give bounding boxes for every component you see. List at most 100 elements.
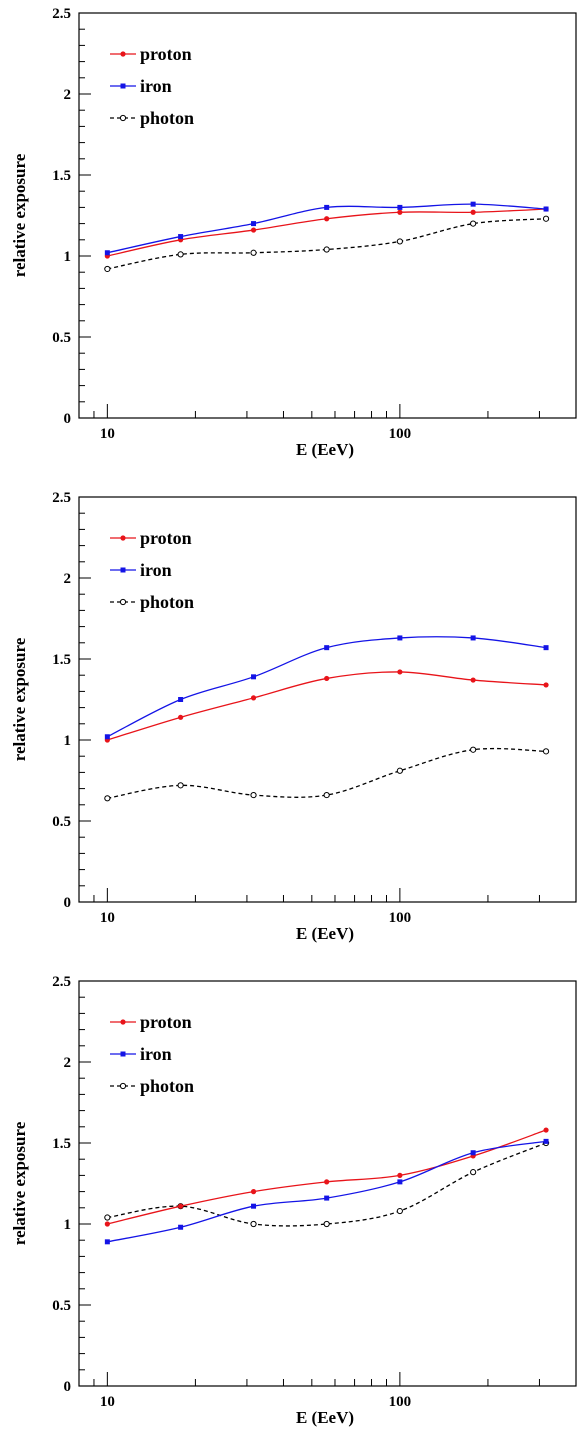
x-tick-label: 100 xyxy=(389,1394,412,1410)
y-tick-label: 2 xyxy=(64,87,72,103)
data-point-iron xyxy=(324,645,330,651)
data-point-proton xyxy=(250,227,257,233)
data-point-photon xyxy=(396,767,403,774)
data-point-iron xyxy=(104,1239,110,1245)
legend-marker-photon xyxy=(119,598,127,606)
data-point-photon xyxy=(250,1220,257,1228)
y-tick-label: 2 xyxy=(64,1055,72,1071)
data-point-iron xyxy=(251,221,257,227)
x-axis-title: E (EeV) xyxy=(296,440,354,459)
data-point-photon xyxy=(250,249,257,256)
legend-marker-iron xyxy=(120,1051,126,1057)
data-point-photon xyxy=(104,265,111,273)
data-point-photon xyxy=(542,748,550,755)
data-point-photon xyxy=(177,782,184,789)
data-point-iron xyxy=(397,635,403,641)
x-tick-label: 100 xyxy=(389,426,412,442)
y-tick-label: 1.5 xyxy=(52,652,71,668)
data-point-proton xyxy=(543,1127,549,1133)
data-point-photon xyxy=(470,1169,477,1176)
data-point-iron xyxy=(324,204,330,210)
legend-marker-iron xyxy=(120,567,126,573)
y-tick-label: 0.5 xyxy=(52,814,71,830)
data-point-photon xyxy=(470,220,477,227)
data-point-photon xyxy=(470,746,477,753)
data-point-iron xyxy=(251,674,257,680)
data-point-iron xyxy=(543,1138,549,1144)
data-point-photon xyxy=(396,1207,403,1215)
y-tick-label: 2.5 xyxy=(52,974,71,990)
x-tick-label: 10 xyxy=(100,910,115,926)
y-tick-label: 1 xyxy=(64,733,72,749)
chart-panel-2: 0 0.5 1 1.5 2 2.5 10 100 E (EeV) relative exposur… xyxy=(10,490,577,943)
legend-marker-proton xyxy=(120,1019,126,1025)
chart-panel-3: 0 0.5 1 1.5 2 2.5 10 100 E (EeV) relative exposur… xyxy=(10,974,577,1427)
y-tick-label: 0.5 xyxy=(52,330,71,346)
x-tick-label: 10 xyxy=(100,1394,115,1410)
y-axis-title: relative exposure xyxy=(10,637,29,761)
data-point-photon xyxy=(323,791,330,799)
data-point-proton xyxy=(104,1221,110,1227)
legend-label-proton: proton xyxy=(140,44,192,64)
x-axis-title: E (EeV) xyxy=(296,924,354,943)
data-point-iron xyxy=(178,1224,184,1230)
data-point-proton xyxy=(178,1203,184,1209)
legend-label-iron: iron xyxy=(140,1044,172,1064)
data-point-proton xyxy=(324,216,330,222)
data-point-photon xyxy=(250,791,257,799)
data-point-proton xyxy=(470,677,476,683)
data-point-proton xyxy=(324,675,330,682)
data-point-iron xyxy=(470,201,476,207)
legend-label-photon: photon xyxy=(140,1076,194,1096)
data-point-iron xyxy=(397,1179,403,1185)
series-line-photon xyxy=(107,747,547,799)
y-axis-title: relative exposure xyxy=(10,153,29,277)
data-point-photon xyxy=(104,1214,111,1221)
data-point-photon xyxy=(323,246,330,253)
y-axis-title: relative exposure xyxy=(10,1121,29,1245)
data-point-iron xyxy=(104,734,110,740)
series-line-proton xyxy=(107,1129,547,1225)
chart-panel-1: 0 0.5 1 1.5 2 2.5 10 100 E (EeV) relative exposur… xyxy=(10,6,577,459)
y-tick-label: 1 xyxy=(64,1217,72,1233)
data-point-proton xyxy=(543,682,549,688)
data-point-photon xyxy=(323,1220,330,1228)
legend-marker-photon xyxy=(119,114,127,122)
legend-label-iron: iron xyxy=(140,560,172,580)
y-tick-label: 1 xyxy=(64,249,72,265)
data-point-proton xyxy=(178,714,184,720)
y-tick-label: 0 xyxy=(64,411,72,427)
data-point-proton xyxy=(397,209,403,215)
data-point-iron xyxy=(324,1195,330,1201)
data-point-proton xyxy=(250,695,257,701)
data-point-proton xyxy=(470,209,476,215)
data-point-iron xyxy=(251,1203,257,1209)
x-tick-label: 100 xyxy=(389,910,412,926)
data-point-photon xyxy=(104,795,111,802)
plot-frame xyxy=(78,980,577,1387)
legend-label-proton: proton xyxy=(140,528,192,548)
data-point-proton xyxy=(397,669,403,675)
legend-marker-proton xyxy=(120,51,126,57)
y-tick-label: 2.5 xyxy=(52,6,71,22)
legend-marker-photon xyxy=(119,1082,127,1090)
legend-label-iron: iron xyxy=(140,76,172,96)
y-tick-label: 0.5 xyxy=(52,1298,71,1314)
series-line-iron xyxy=(107,636,547,738)
data-point-iron xyxy=(470,635,476,641)
y-tick-label: 2.5 xyxy=(52,490,71,506)
data-point-iron xyxy=(543,206,549,212)
data-point-iron xyxy=(104,250,110,256)
y-tick-label: 0 xyxy=(64,1379,72,1395)
data-point-photon xyxy=(177,251,184,258)
y-tick-label: 1.5 xyxy=(52,1136,71,1152)
legend-label-photon: photon xyxy=(140,592,194,612)
series-line-proton xyxy=(107,671,547,741)
legend-label-proton: proton xyxy=(140,1012,192,1032)
plot-frame xyxy=(78,12,577,419)
x-tick-label: 10 xyxy=(100,426,115,442)
series-line-photon xyxy=(107,218,547,270)
y-tick-label: 0 xyxy=(64,895,72,911)
data-point-iron xyxy=(470,1150,476,1156)
y-tick-label: 1.5 xyxy=(52,168,71,184)
